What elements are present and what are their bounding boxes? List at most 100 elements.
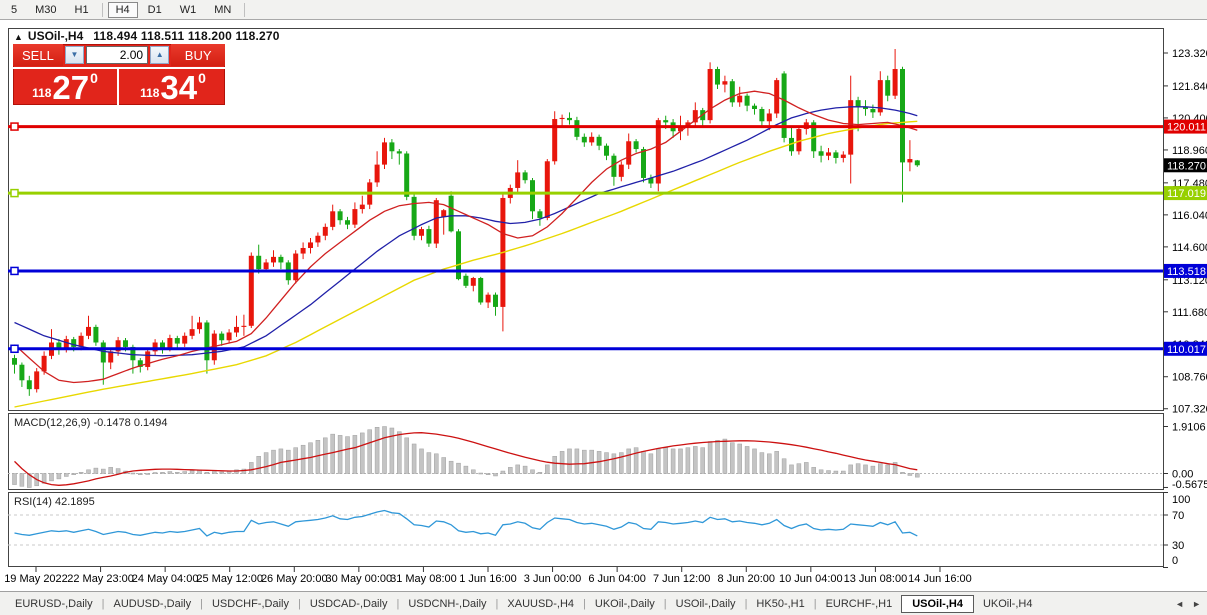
macd-histogram-bar <box>752 448 757 474</box>
macd-histogram-bar <box>811 467 816 474</box>
macd-histogram-bar <box>485 473 491 475</box>
chart-tab-ukoil-h4[interactable]: UKOil-,H4 <box>982 597 1033 610</box>
macd-histogram-bar <box>160 472 165 474</box>
macd-histogram-bar <box>493 473 498 477</box>
candle-body <box>826 152 831 156</box>
rsi-axis-label: 70 <box>1172 510 1184 522</box>
timeframe-button-w1[interactable]: W1 <box>179 3 197 16</box>
candle-body <box>663 120 669 123</box>
time-tick-label[interactable]: 14 Jun 16:00 <box>908 573 972 585</box>
macd-histogram-bar <box>870 465 876 474</box>
time-tick-label[interactable]: 3 Jun 00:00 <box>524 573 582 585</box>
macd-signal-line <box>14 432 918 486</box>
hline-handle[interactable] <box>10 266 19 276</box>
chart-tab-usoil-daily[interactable]: USOil-,Daily <box>675 597 736 610</box>
candle-body <box>330 211 336 227</box>
volume-decrease-button[interactable]: ▼ <box>64 46 85 64</box>
bid-price[interactable]: 118 27 0 <box>13 69 117 105</box>
hline-handle[interactable] <box>10 122 19 131</box>
macd-histogram-bar <box>611 453 617 474</box>
candle-body <box>411 196 417 236</box>
candle-body <box>892 69 898 96</box>
candle-body <box>604 145 609 156</box>
time-tick-label[interactable]: 8 Jun 20:00 <box>718 573 776 585</box>
candle-body <box>448 195 454 232</box>
collapse-panel-icon[interactable]: ▲ <box>14 32 23 42</box>
macd-histogram-bar <box>367 429 372 474</box>
time-tick-label[interactable]: 30 May 00:00 <box>326 573 393 585</box>
price-tick-label: 114.600 <box>1172 242 1207 254</box>
chart-tab-xauusd-h4[interactable]: XAUUSD-,H4 <box>507 597 575 610</box>
macd-histogram-bar <box>900 472 905 474</box>
macd-histogram-bar <box>278 448 284 474</box>
hline-handle[interactable] <box>10 344 19 354</box>
time-tick-label[interactable]: 10 Jun 04:00 <box>779 573 843 585</box>
chart-tab-usdcad-daily[interactable]: USDCAD-,Daily <box>309 597 388 610</box>
time-tick-label[interactable]: 13 Jun 08:00 <box>844 573 908 585</box>
chart-tab-hk50-h1[interactable]: HK50-,H1 <box>756 597 805 610</box>
price-tick-label: 116.040 <box>1172 210 1207 222</box>
time-tick-label[interactable]: 25 May 12:00 <box>196 573 263 585</box>
chart-tab-usdcnh-daily[interactable]: USDCNH-,Daily <box>408 597 487 610</box>
time-tick-label[interactable]: 7 Jun 12:00 <box>653 573 711 585</box>
chart-tab-audusd-daily[interactable]: AUDUSD-,Daily <box>113 597 192 610</box>
macd-histogram-bar <box>907 473 913 476</box>
macd-histogram-bar <box>78 472 84 474</box>
current-price-flag-label: 118.270 <box>1167 160 1206 172</box>
candle-body <box>581 136 587 143</box>
candle-body <box>63 339 69 350</box>
tab-scroll-right-icon[interactable]: ► <box>1192 598 1201 609</box>
candle-body <box>322 226 328 236</box>
timeframe-button-5[interactable]: 5 <box>11 3 18 16</box>
macd-histogram-bar <box>397 431 402 474</box>
candle-body <box>544 161 550 218</box>
candle-body <box>19 364 25 381</box>
time-tick-label[interactable]: 1 Jun 16:00 <box>459 573 517 585</box>
candle-body <box>648 177 654 184</box>
timeframe-button-h1[interactable]: H1 <box>74 3 89 16</box>
rsi-pane <box>8 492 1164 567</box>
candle-body <box>574 120 580 137</box>
time-tick-label[interactable]: 31 May 08:00 <box>390 573 457 585</box>
ma-slow-yellow-line <box>14 120 918 408</box>
toolbar-separator <box>244 2 246 17</box>
candle-body <box>337 211 343 221</box>
time-tick-label[interactable]: 6 Jun 04:00 <box>588 573 646 585</box>
timeframe-button-d1[interactable]: D1 <box>147 3 162 16</box>
chart-ohlc-values: 118.494 118.511 118.200 118.270 <box>93 29 280 43</box>
chart-tab-eurchf-h1[interactable]: EURCHF-,H1 <box>825 597 893 610</box>
price-tick-label: 123.320 <box>1172 48 1207 60</box>
rsi-indicator-label: RSI(14) 42.1895 <box>14 496 95 508</box>
macd-histogram-bar <box>582 449 587 474</box>
chart-tab-usoil-h4[interactable]: USOil-,H4 <box>901 594 974 613</box>
timeframe-button-mn[interactable]: MN <box>214 3 232 16</box>
macd-histogram-bar <box>115 468 121 474</box>
macd-histogram-bar <box>656 448 661 474</box>
tab-scroll-left-icon[interactable]: ◄ <box>1175 598 1185 609</box>
tab-separator: | <box>200 597 203 610</box>
sell-button[interactable]: SELL <box>13 44 63 66</box>
time-tick-label[interactable]: 19 May 2022 <box>4 573 68 585</box>
timeframe-button-h4[interactable]: H4 <box>107 1 138 18</box>
volume-input[interactable] <box>86 46 149 64</box>
timeframe-button-m30[interactable]: M30 <box>35 3 57 16</box>
volume-increase-button[interactable]: ▲ <box>150 46 170 64</box>
price-tick-label: 121.840 <box>1172 81 1207 93</box>
chart-header: ▲ USOil-,H4 118.494 118.511 118.200 118.27… <box>14 29 280 43</box>
macd-histogram-bar <box>175 472 180 474</box>
time-tick-label[interactable]: 26 May 20:00 <box>261 573 328 585</box>
macd-histogram-bar <box>315 440 321 474</box>
hline-handle[interactable] <box>10 188 19 198</box>
time-tick-label[interactable]: 22 May 23:00 <box>67 573 134 585</box>
time-tick-label[interactable]: 24 May 04:00 <box>132 573 199 585</box>
rsi-axis-label: 100 <box>1172 494 1190 506</box>
chart-tab-ukoil-daily[interactable]: UKOil-,Daily <box>594 597 655 610</box>
macd-histogram-bar <box>426 452 432 474</box>
chart-tab-eurusd-daily[interactable]: EURUSD-,Daily <box>15 597 93 610</box>
candle-body <box>12 358 17 365</box>
chart-tab-usdchf-daily[interactable]: USDCHF-,Daily <box>211 597 289 610</box>
macd-histogram-bar <box>648 453 654 474</box>
buy-button[interactable]: BUY <box>171 44 225 66</box>
ask-price[interactable]: 118 34 0 <box>121 69 225 105</box>
macd-histogram-bar <box>626 448 631 474</box>
